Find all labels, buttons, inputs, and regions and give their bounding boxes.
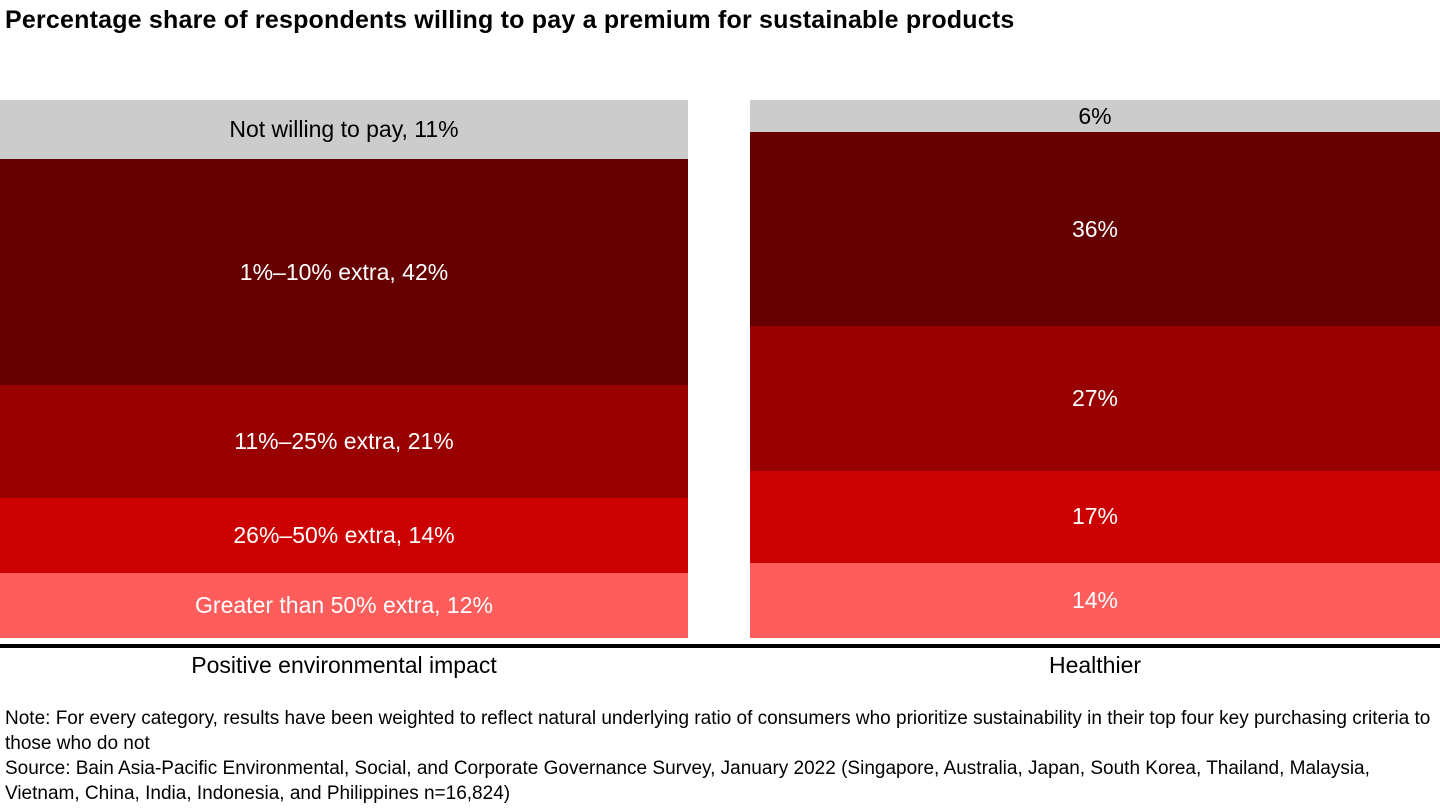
segment-label: 6% [1078,102,1112,129]
bar-segment: 14% [750,562,1440,638]
bar-healthier: 6% 36% 27% 17% 14% [750,100,1440,638]
segment-label: 1%–10% extra, 42% [239,258,449,285]
segment-label: Not willing to pay, 11% [229,116,459,143]
bar-segment: 17% [750,471,1440,563]
source-text: Source: Bain Asia-Pacific Environmental,… [5,758,1370,804]
segment-label: 26%–50% extra, 14% [233,522,455,549]
segment-label: 11%–25% extra, 21% [234,428,454,455]
bar-segment: 6% [750,100,1440,133]
segment-label: 27% [1071,385,1119,412]
x-axis-label-healthier: Healthier [1048,652,1142,678]
bar-segment: 11%–25% extra, 21% [0,385,688,499]
chart-title: Percentage share of respondents willing … [5,6,1015,34]
bar-segment: 26%–50% extra, 14% [0,498,688,574]
x-axis-label-positive-environmental-impact: Positive environmental impact [191,652,497,678]
footnotes: Note: For every category, results have b… [5,706,1437,806]
note-text: Note: For every category, results have b… [5,708,1431,754]
bar-segment: 1%–10% extra, 42% [0,159,688,386]
segment-label: 36% [1071,215,1119,242]
segment-label: Greater than 50% extra, 12% [195,592,493,619]
segment-label: 14% [1071,586,1119,613]
bar-segment: 27% [750,325,1440,472]
bar-segment: 36% [750,132,1440,326]
x-axis-line [0,644,1440,648]
bar-segment: Not willing to pay, 11% [0,100,688,160]
chart-area: Not willing to pay, 11% 1%–10% extra, 42%… [0,100,1440,638]
bar-positive-environmental-impact: Not willing to pay, 11% 1%–10% extra, 42%… [0,100,688,638]
segment-label: 17% [1071,503,1119,530]
bar-segment: Greater than 50% extra, 12% [0,573,688,638]
